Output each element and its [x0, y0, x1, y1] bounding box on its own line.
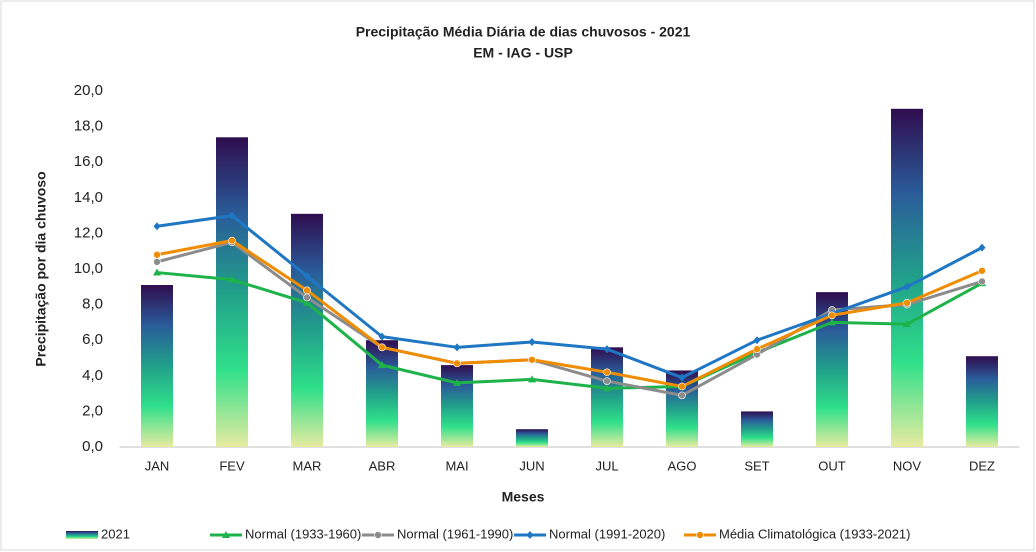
line-marker	[378, 332, 386, 341]
line-marker	[303, 272, 311, 281]
y-tick-label: 10,0	[74, 260, 103, 277]
y-tick-label: 20,0	[74, 82, 103, 99]
line-marker	[378, 361, 386, 369]
x-tick-label: FEV	[219, 458, 245, 473]
y-tick-label: 16,0	[74, 153, 103, 170]
x-tick-label: JUN	[519, 458, 544, 473]
chart-title: Precipitação Média Diária de dias chuvos…	[356, 24, 691, 40]
line-marker	[453, 378, 461, 386]
x-tick-label: MAR	[293, 458, 322, 473]
bar	[141, 285, 173, 447]
line-marker	[678, 391, 686, 400]
line-marker	[378, 343, 386, 352]
bar	[891, 108, 923, 448]
line-marker	[903, 282, 911, 291]
line-marker	[303, 293, 311, 302]
y-tick-label: 6,0	[82, 331, 103, 348]
line-marker	[978, 266, 986, 275]
x-tick-label: NOV	[893, 458, 922, 473]
line-marker	[153, 222, 161, 231]
x-tick-label: JAN	[145, 458, 170, 473]
legend-marker	[526, 531, 534, 539]
line-marker	[453, 359, 461, 368]
x-tick-label: OUT	[818, 458, 846, 473]
y-tick-label: 12,0	[74, 224, 103, 241]
bar	[291, 213, 323, 447]
line-marker	[753, 336, 761, 345]
legend-label: Normal (1933-1960)	[245, 526, 361, 541]
x-tick-label: SET	[744, 458, 769, 473]
legend-label: Normal (1961-1990)	[397, 526, 513, 541]
x-tick-label: JUL	[595, 458, 618, 473]
line-marker	[903, 320, 911, 328]
line	[156, 239, 983, 388]
y-tick-label: 0,0	[82, 438, 103, 455]
legend-swatch	[66, 531, 98, 539]
line-marker	[528, 375, 536, 383]
y-axis-label: Precipitação por dia chuvoso	[33, 171, 49, 366]
y-tick-label: 2,0	[82, 402, 103, 419]
legend-marker	[374, 531, 382, 539]
line-marker	[903, 299, 911, 307]
legend-label: 2021	[101, 526, 130, 541]
y-tick-label: 18,0	[74, 118, 103, 135]
x-tick-label: DEZ	[969, 458, 995, 473]
line-marker	[828, 318, 836, 326]
line-marker	[453, 343, 461, 352]
legend-label: Normal (1991-2020)	[549, 526, 665, 541]
line-marker	[153, 250, 161, 259]
x-tick-label: AGO	[668, 458, 697, 473]
line-marker	[153, 258, 161, 266]
x-axis-label: Meses	[502, 489, 545, 505]
bar	[441, 365, 473, 447]
line-marker	[603, 384, 611, 392]
line-marker	[528, 355, 536, 364]
line-marker	[603, 345, 611, 354]
legend-marker	[222, 531, 230, 538]
line-marker	[528, 337, 536, 346]
line-marker	[153, 268, 161, 276]
legend-label: Média Climatológica (1933-2021)	[719, 526, 911, 541]
y-tick-label: 14,0	[74, 189, 103, 206]
line-marker	[978, 277, 986, 286]
x-tick-label: MAI	[445, 458, 468, 473]
bar	[741, 411, 773, 447]
line-marker	[228, 211, 236, 220]
bar	[216, 137, 248, 447]
x-tick-label: ABR	[369, 458, 396, 473]
line-marker	[753, 345, 761, 353]
bar	[516, 429, 548, 447]
line	[156, 214, 983, 380]
legend-marker	[696, 531, 704, 539]
bar	[591, 347, 623, 447]
line	[156, 271, 983, 390]
line-marker	[978, 243, 986, 252]
line-marker	[603, 368, 611, 377]
line-marker	[303, 298, 311, 306]
line-marker	[228, 275, 236, 283]
bar	[966, 356, 998, 447]
line-marker	[678, 373, 686, 382]
line-marker	[228, 236, 236, 245]
line-marker	[603, 377, 611, 385]
line-marker	[678, 382, 686, 391]
y-tick-label: 8,0	[82, 296, 103, 313]
chart-subtitle: EM - IAG - USP	[473, 45, 573, 61]
y-tick-label: 4,0	[82, 367, 103, 384]
line-marker	[828, 311, 836, 320]
line-marker	[303, 286, 311, 295]
